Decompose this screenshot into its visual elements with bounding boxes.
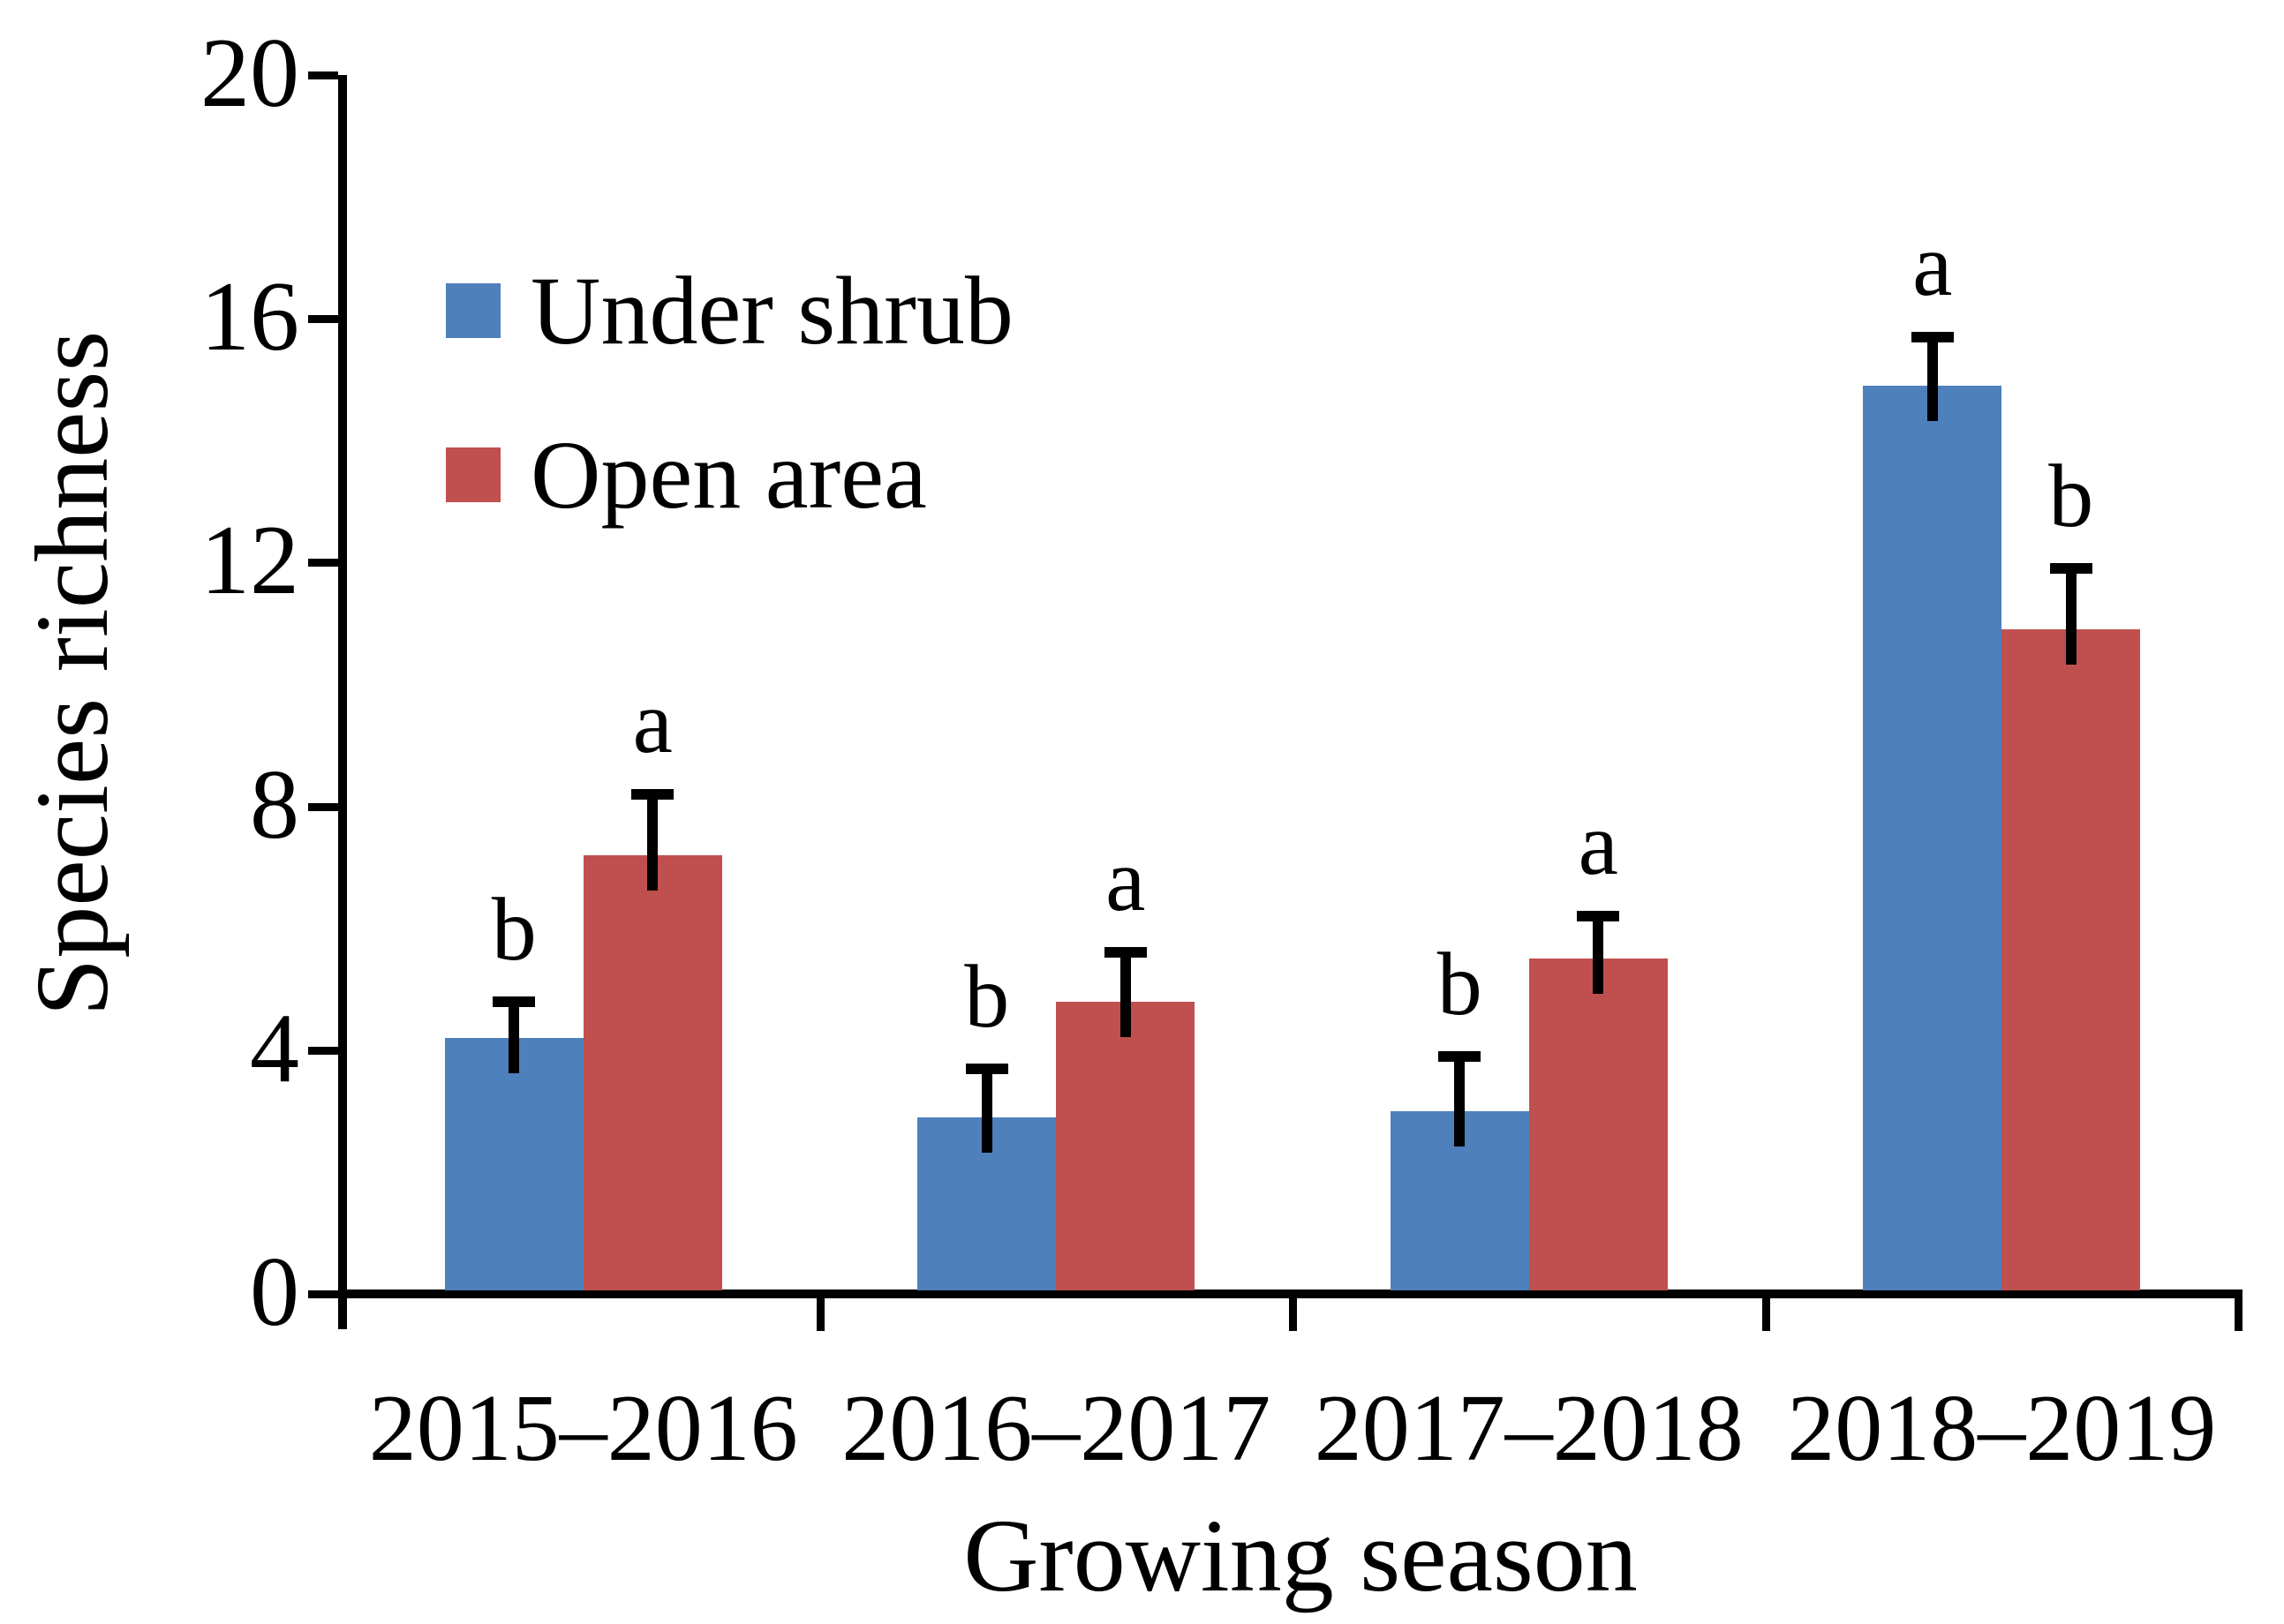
x-axis-line [338, 1289, 2243, 1298]
legend-item: Open area [446, 425, 1014, 525]
x-axis-tick [1761, 1296, 1770, 1331]
bar-under-shrub [1863, 386, 2002, 1290]
legend-swatch-icon [446, 283, 501, 338]
error-bar-cap [1438, 1050, 1481, 1062]
bar-open-area [1056, 1001, 1195, 1290]
x-category-label: 2015–2016 [368, 1376, 798, 1481]
y-tick-label: 16 [200, 262, 299, 372]
y-axis-tick [308, 1290, 338, 1298]
y-tick-label: 12 [200, 506, 299, 616]
legend-item: Under shrub [446, 260, 1014, 361]
x-axis-tick [816, 1296, 825, 1331]
x-axis-tick [1289, 1296, 1297, 1331]
legend-label: Under shrub [531, 257, 1014, 365]
y-axis-tick [308, 1046, 338, 1055]
error-bar-cap [493, 996, 536, 1007]
error-bar [509, 1001, 520, 1073]
y-tick-label: 0 [250, 1237, 299, 1347]
bar-open-area [583, 854, 722, 1290]
legend-label: Open area [531, 421, 927, 529]
error-bar [981, 1068, 992, 1153]
y-tick-label: 8 [250, 749, 299, 860]
y-tick-label: 20 [200, 19, 299, 128]
significance-letter: b [964, 946, 1010, 1047]
significance-letter: a [1105, 831, 1146, 931]
bar-under-shrub [444, 1037, 584, 1290]
x-category-label: 2018–2019 [1787, 1376, 2217, 1481]
error-bar-cap [1104, 947, 1147, 959]
error-bar [1593, 915, 1604, 995]
legend-swatch-icon [446, 447, 501, 502]
error-bar-cap [965, 1063, 1008, 1074]
y-axis-tick [308, 71, 338, 79]
error-bar-cap [631, 788, 675, 800]
error-bar [1454, 1056, 1466, 1147]
error-bar [647, 793, 659, 891]
x-axis-tick [2235, 1296, 2243, 1331]
error-bar-cap [1577, 910, 1620, 921]
bar-open-area [1528, 959, 1668, 1290]
legend: Under shrub Open area [446, 260, 1014, 589]
significance-letter: a [1578, 793, 1618, 894]
significance-letter: b [491, 879, 537, 980]
y-axis-tick [308, 802, 338, 811]
error-bar-cap [2049, 563, 2092, 575]
significance-letter: a [1912, 214, 1953, 315]
significance-letter: b [2048, 447, 2094, 547]
y-axis-tick [308, 559, 338, 568]
x-category-label: 2016–2017 [841, 1376, 1271, 1481]
significance-letter: b [1436, 934, 1482, 1034]
bar-open-area [2001, 629, 2141, 1290]
y-axis-tick [308, 315, 338, 324]
error-bar [1119, 952, 1131, 1037]
y-axis-line [338, 75, 347, 1329]
significance-letter: a [632, 672, 673, 772]
x-category-label: 2017–2018 [1314, 1376, 1744, 1481]
y-tick-label: 4 [250, 993, 299, 1103]
x-axis-title: Growing season [963, 1498, 1638, 1613]
error-bar [1926, 336, 1938, 422]
error-bar [2065, 568, 2077, 665]
error-bar-cap [1911, 331, 1954, 342]
